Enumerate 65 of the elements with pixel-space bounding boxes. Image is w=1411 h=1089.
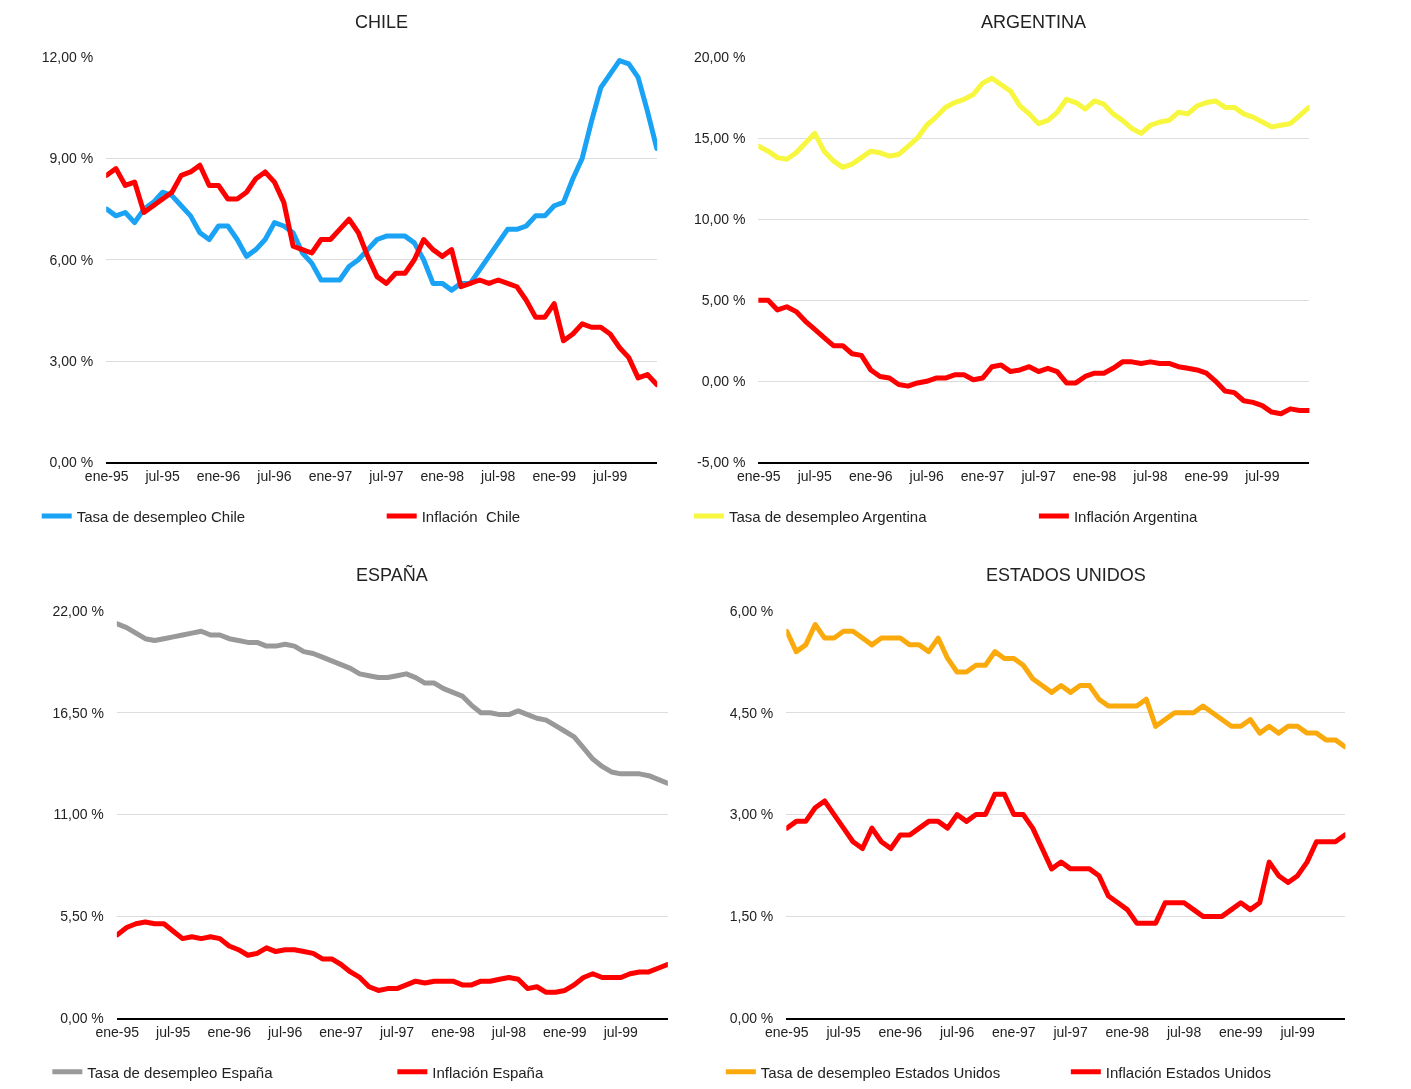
y-tick-label: 16,50 % bbox=[52, 704, 104, 721]
x-tick-label: ene-96 bbox=[207, 1023, 252, 1040]
x-tick-label: jul-97 bbox=[1052, 1023, 1088, 1040]
x-tick-label: jul-95 bbox=[796, 467, 833, 484]
y-tick-label: 9,00 % bbox=[49, 150, 94, 167]
x-tick-label: ene-97 bbox=[960, 467, 1005, 484]
y-tick-label: 11,00 % bbox=[53, 806, 104, 823]
x-tick-label: ene-98 bbox=[431, 1023, 475, 1040]
x-tick-label: jul-95 bbox=[155, 1023, 191, 1040]
x-tick-label: jul-96 bbox=[256, 467, 292, 484]
x-tick-label: jul-98 bbox=[1165, 1023, 1202, 1040]
x-tick-label: ene-97 bbox=[992, 1023, 1036, 1040]
x-tick-label: jul-99 bbox=[602, 1023, 639, 1040]
y-tick-label: 0,00 % bbox=[701, 373, 746, 390]
y-tick-label: 6,00 % bbox=[729, 602, 774, 619]
x-tick-label: jul-97 bbox=[378, 1023, 415, 1040]
x-tick-label: jul-95 bbox=[825, 1023, 861, 1040]
y-tick-label: 6,00 % bbox=[49, 251, 94, 268]
y-tick-label: 15,00 % bbox=[694, 130, 746, 147]
x-tick-label: ene-99 bbox=[1184, 467, 1229, 484]
x-tick-label: ene-96 bbox=[196, 467, 241, 484]
chart-title: ESTADOS UNIDOS bbox=[986, 565, 1146, 585]
chart-title: ESPAÑA bbox=[356, 564, 428, 585]
x-tick-label: ene-99 bbox=[532, 467, 577, 484]
y-tick-label: 4,50 % bbox=[729, 704, 774, 721]
x-tick-label: ene-98 bbox=[1072, 467, 1117, 484]
x-tick-label: jul-98 bbox=[1132, 467, 1168, 484]
x-tick-label: ene-98 bbox=[420, 467, 465, 484]
legend-label: Tasa de desempleo España bbox=[87, 1063, 274, 1081]
x-tick-label: jul-98 bbox=[490, 1023, 527, 1040]
y-tick-label: 22,00 % bbox=[52, 602, 104, 619]
legend-label: Tasa de desempleo Chile bbox=[76, 507, 246, 525]
x-tick-label: ene-99 bbox=[1219, 1023, 1263, 1040]
x-tick-label: jul-96 bbox=[938, 1023, 975, 1040]
y-tick-label: 5,50 % bbox=[60, 908, 104, 925]
x-tick-label: ene-96 bbox=[878, 1023, 923, 1040]
y-tick-label: 5,00 % bbox=[701, 292, 746, 309]
x-tick-label: ene-96 bbox=[848, 467, 893, 484]
x-tick-label: jul-95 bbox=[144, 467, 180, 484]
y-tick-label: 12,00 % bbox=[41, 49, 94, 66]
y-tick-label: 20,00 % bbox=[694, 49, 746, 66]
x-tick-label: jul-96 bbox=[267, 1023, 303, 1040]
x-tick-label: jul-96 bbox=[908, 467, 944, 484]
chart-title: CHILE bbox=[355, 12, 409, 32]
legend-label: Tasa de desempleo Estados Unidos bbox=[760, 1063, 1001, 1081]
legend-label: Tasa de desempleo Argentina bbox=[728, 507, 928, 525]
x-tick-label: jul-99 bbox=[1244, 467, 1280, 484]
x-tick-label: ene-97 bbox=[319, 1023, 364, 1040]
legend-label: Inflación Estados Unidos bbox=[1105, 1063, 1271, 1081]
legend-label: Inflación Argentina bbox=[1073, 507, 1198, 525]
y-tick-label: 10,00 % bbox=[694, 211, 746, 228]
x-tick-label: jul-99 bbox=[1279, 1023, 1315, 1040]
x-tick-label: jul-98 bbox=[480, 467, 516, 484]
x-tick-label: ene-98 bbox=[1105, 1023, 1150, 1040]
x-tick-label: jul-99 bbox=[592, 467, 628, 484]
x-tick-label: ene-99 bbox=[543, 1023, 587, 1040]
chart-title: ARGENTINA bbox=[981, 12, 1087, 32]
x-tick-label: jul-97 bbox=[1020, 467, 1056, 484]
y-tick-label: 3,00 % bbox=[729, 806, 774, 823]
y-tick-label: 3,00 % bbox=[49, 352, 94, 369]
x-tick-label: ene-97 bbox=[308, 467, 353, 484]
legend-label: Inflación Chile bbox=[421, 507, 521, 525]
legend-label: Inflación España bbox=[432, 1063, 544, 1081]
y-tick-label: 1,50 % bbox=[729, 908, 774, 925]
x-tick-label: jul-97 bbox=[368, 467, 404, 484]
